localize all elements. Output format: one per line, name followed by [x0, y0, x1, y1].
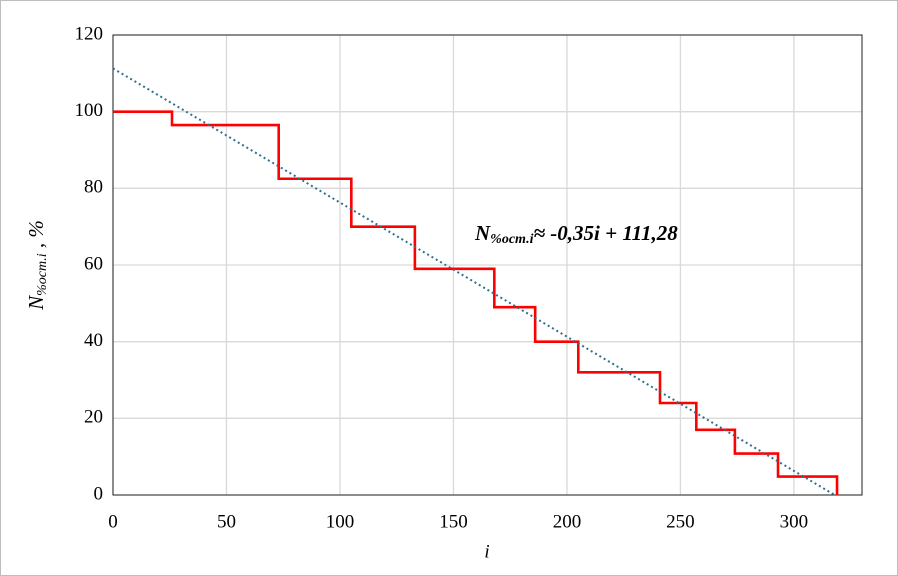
x-axis-label: i [484, 541, 489, 562]
x-tick-label: 250 [666, 511, 695, 532]
y-label-sub: %ост.i [35, 253, 50, 296]
x-tick-label: 200 [553, 511, 582, 532]
y-tick-label: 40 [84, 330, 103, 351]
series-line [113, 110, 839, 495]
x-tick-label: 300 [780, 511, 809, 532]
y-tick-label: 20 [84, 407, 103, 428]
y-tick-label: 0 [94, 483, 104, 504]
y-label-rest: , % [24, 220, 48, 253]
eq-rest: ≈ -0,35i + 111,28 [534, 221, 679, 245]
y-tick-label: 60 [84, 253, 103, 274]
eq-main: N [474, 221, 491, 245]
y-label-main: N [24, 295, 48, 311]
equation: N%ост.i≈ -0,35i + 111,28 [474, 221, 678, 247]
y-tick-label: 80 [84, 177, 103, 198]
plot-frame [112, 34, 863, 496]
y-axis-label: N%ост.i , % [24, 220, 50, 311]
y-tick-label: 120 [75, 23, 104, 44]
marks [112, 67, 839, 496]
x-tick-label: 0 [108, 511, 118, 532]
x-tick-label: 150 [439, 511, 468, 532]
grid [112, 34, 862, 496]
x-tick-label: 100 [326, 511, 355, 532]
y-tick-label: 100 [75, 100, 104, 121]
eq-sub: %ост.i [490, 232, 533, 247]
x-tick-label: 50 [217, 511, 236, 532]
